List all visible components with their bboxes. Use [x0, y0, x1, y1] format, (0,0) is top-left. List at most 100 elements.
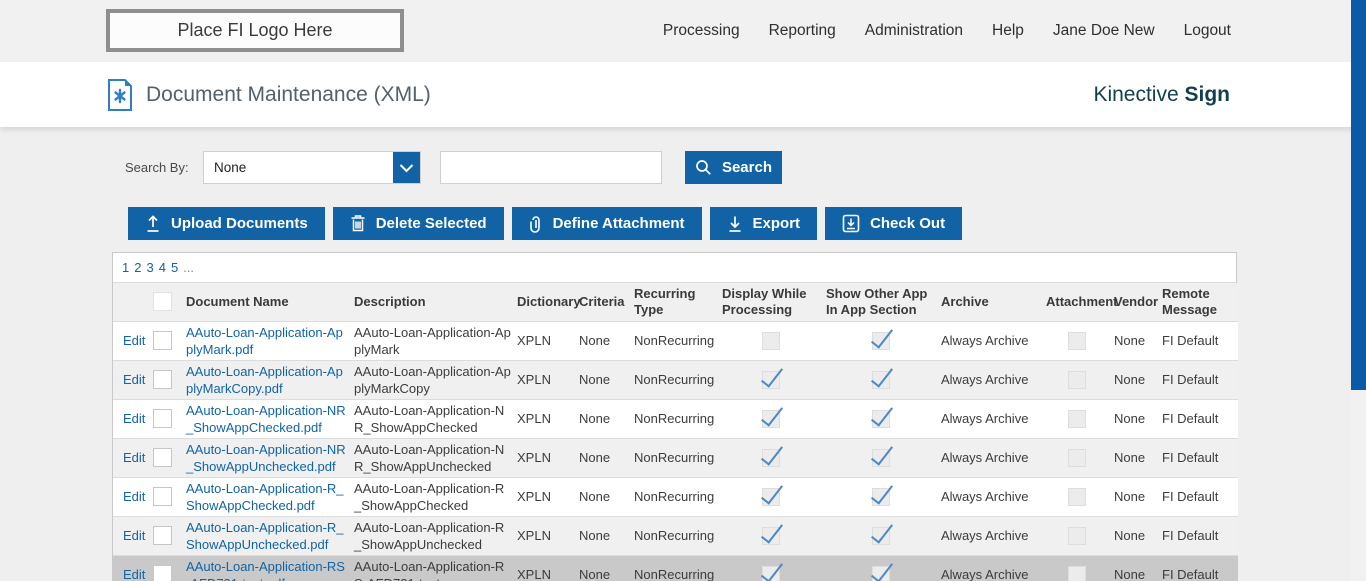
page-link-2[interactable]: 2 — [134, 260, 142, 275]
upload-documents-label: Upload Documents — [171, 215, 308, 232]
document-name-link[interactable]: AAuto-Loan-Application-ApplyMark.pdf — [186, 324, 343, 357]
chevron-down-icon — [399, 163, 414, 172]
nav-user-menu[interactable]: Jane Doe New — [1052, 22, 1155, 39]
nav-reporting[interactable]: Reporting — [768, 22, 836, 39]
header-select-all-column — [153, 283, 186, 321]
description-text: AAuto-Loan-Application-NR_ShowAppUncheck… — [354, 441, 505, 474]
page-link-4[interactable]: 4 — [158, 260, 166, 275]
criteria-value: None — [579, 515, 634, 555]
description-text: AAuto-Loan-Application-R_ShowAppChecked — [354, 480, 505, 513]
table-row: Edit AAuto-Loan-Application-R_ShowAppChe… — [113, 476, 1238, 516]
show-other-app-checkbox — [871, 331, 890, 350]
remote-message-value: FI Default — [1162, 476, 1238, 516]
edit-link[interactable]: Edit — [123, 567, 146, 581]
edit-link[interactable]: Edit — [123, 528, 146, 543]
vertical-scrollbar[interactable] — [1351, 0, 1366, 581]
delete-selected-label: Delete Selected — [375, 215, 487, 232]
dictionary-value: XPLN — [517, 476, 579, 516]
table-row: Edit AAuto-Loan-Application-ApplyMark.pd… — [113, 320, 1238, 360]
document-xml-icon — [108, 78, 132, 111]
dictionary-value: XPLN — [517, 554, 579, 581]
table-row: Edit AAuto-Loan-Application-NR_ShowAppCh… — [113, 398, 1238, 438]
dictionary-value: XPLN — [517, 398, 579, 438]
document-name-link[interactable]: AAuto-Loan-Application-R_ShowAppChecked.… — [186, 480, 344, 513]
attachment-checkbox — [1068, 565, 1086, 581]
edit-link[interactable]: Edit — [123, 333, 146, 348]
search-button[interactable]: Search — [685, 151, 782, 184]
edit-link[interactable]: Edit — [123, 411, 146, 426]
criteria-value: None — [579, 359, 634, 399]
page-title: Document Maintenance (XML) — [146, 82, 431, 106]
criteria-value: None — [579, 437, 634, 477]
nav-help[interactable]: Help — [992, 22, 1024, 39]
document-name-link[interactable]: AAuto-Loan-Application-NR_ShowAppUncheck… — [186, 441, 346, 474]
archive-value: Always Archive — [941, 437, 1046, 477]
select-all-checkbox[interactable] — [153, 292, 172, 312]
toolbar: Upload Documents Delete Selected Define … — [128, 207, 1366, 240]
remote-message-value: FI Default — [1162, 398, 1238, 438]
page-link-1[interactable]: 1 — [122, 260, 130, 275]
row-select-checkbox[interactable] — [153, 487, 172, 507]
remote-message-value: FI Default — [1162, 320, 1238, 360]
row-select-checkbox[interactable] — [153, 370, 172, 390]
description-text: AAuto-Loan-Application-RS-AFD731-test — [354, 558, 505, 581]
display-while-processing-checkbox — [762, 526, 780, 545]
page-link-5[interactable]: 5 — [170, 260, 179, 275]
description-text: AAuto-Loan-Application-R_ShowAppUnchecke… — [354, 519, 505, 552]
dropdown-toggle[interactable] — [393, 152, 420, 183]
row-select-checkbox[interactable] — [153, 526, 172, 546]
recurring-type-value: NonRecurring — [634, 476, 722, 516]
nav-administration[interactable]: Administration — [864, 22, 964, 39]
header-remote-message: Remote Message — [1162, 283, 1238, 321]
archive-value: Always Archive — [941, 359, 1046, 399]
description-text: AAuto-Loan-Application-ApplyMarkCopy — [354, 363, 511, 396]
document-name-link[interactable]: AAuto-Loan-Application-NR_ShowAppChecked… — [186, 402, 346, 435]
show-other-app-checkbox — [871, 526, 890, 545]
attachment-checkbox — [1068, 370, 1086, 389]
document-name-link[interactable]: AAuto-Loan-Application-R_ShowAppUnchecke… — [186, 519, 344, 552]
recurring-type-value: NonRecurring — [634, 515, 722, 555]
criteria-value: None — [579, 554, 634, 581]
header-criteria: Criteria — [579, 283, 634, 321]
dictionary-value: XPLN — [517, 515, 579, 555]
remote-message-value: FI Default — [1162, 359, 1238, 399]
vendor-value: None — [1114, 359, 1162, 399]
dictionary-value: XPLN — [517, 437, 579, 477]
display-while-processing-checkbox — [762, 409, 780, 428]
search-input[interactable] — [440, 151, 662, 184]
brand-name: Kinective — [1093, 82, 1179, 106]
vendor-value: None — [1114, 554, 1162, 581]
upload-documents-button[interactable]: Upload Documents — [128, 207, 325, 240]
scrollbar-thumb[interactable] — [1351, 0, 1366, 390]
document-name-link[interactable]: AAuto-Loan-Application-ApplyMarkCopy.pdf — [186, 363, 343, 396]
edit-link[interactable]: Edit — [123, 489, 146, 504]
remote-message-value: FI Default — [1162, 515, 1238, 555]
row-select-checkbox[interactable] — [153, 331, 172, 351]
archive-value: Always Archive — [941, 320, 1046, 360]
page-ellipsis[interactable]: ... — [183, 260, 195, 275]
row-select-checkbox[interactable] — [153, 448, 172, 468]
dictionary-value: XPLN — [517, 320, 579, 360]
define-attachment-button[interactable]: Define Attachment — [511, 207, 702, 240]
download-icon — [729, 216, 741, 232]
show-other-app-checkbox — [871, 565, 890, 581]
document-name-link[interactable]: AAuto-Loan-Application-RS-AFD731-test.pd… — [186, 558, 345, 581]
delete-selected-button[interactable]: Delete Selected — [332, 207, 504, 240]
nav-processing[interactable]: Processing — [662, 22, 740, 39]
edit-link[interactable]: Edit — [123, 372, 146, 387]
edit-link[interactable]: Edit — [123, 450, 146, 465]
page-link-3[interactable]: 3 — [146, 260, 154, 275]
table-row: Edit AAuto-Loan-Application-R_ShowAppUnc… — [113, 515, 1238, 555]
header-recurring-type: Recurring Type — [634, 283, 722, 321]
archive-value: Always Archive — [941, 398, 1046, 438]
header-document-name: Document Name — [186, 283, 354, 321]
vendor-value: None — [1114, 515, 1162, 555]
nav-logout[interactable]: Logout — [1183, 22, 1231, 39]
row-select-checkbox[interactable] — [153, 409, 172, 429]
export-button[interactable]: Export — [709, 207, 818, 240]
attachment-checkbox — [1068, 526, 1086, 545]
row-select-checkbox[interactable] — [153, 565, 172, 581]
check-out-button[interactable]: Check Out — [825, 207, 963, 240]
search-by-dropdown[interactable]: None — [203, 151, 421, 184]
documents-table: Document Name Description Dictionary Cri… — [113, 283, 1238, 581]
